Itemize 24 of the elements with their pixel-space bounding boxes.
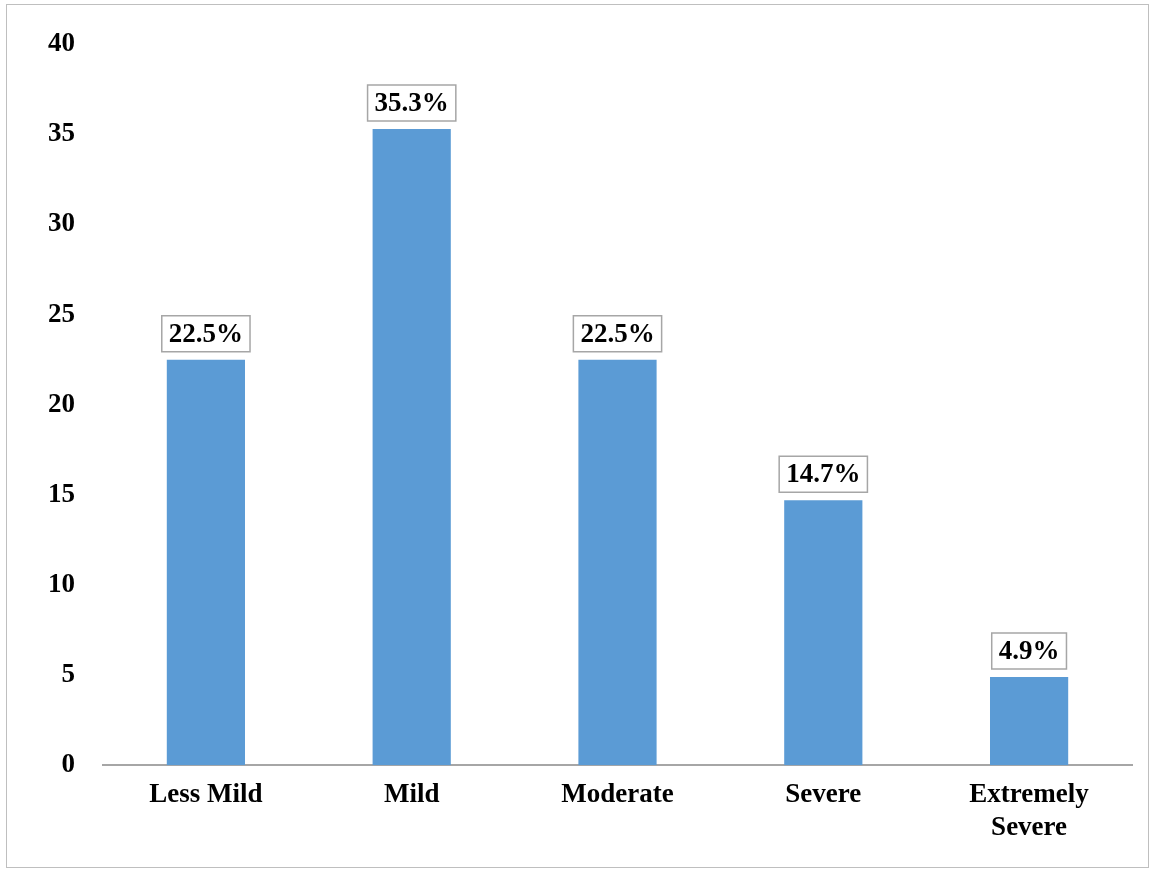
data-label: 22.5%	[580, 317, 655, 348]
data-label: 22.5%	[168, 317, 244, 348]
y-tick-label: 10	[48, 567, 75, 598]
y-tick-label: 15	[48, 477, 75, 508]
x-tick-label: Severe	[785, 778, 862, 809]
y-tick-label: 40	[48, 27, 75, 58]
bar	[578, 359, 657, 766]
bar	[990, 676, 1069, 766]
data-label: 14.7%	[786, 458, 861, 489]
bar	[166, 359, 245, 766]
y-tick-label: 30	[48, 207, 75, 238]
y-tick-label: 20	[48, 387, 75, 418]
x-tick-label: Moderate	[561, 778, 674, 809]
bar	[372, 128, 451, 766]
data-label: 4.9%	[998, 634, 1060, 665]
x-tick-label: Less Mild	[149, 778, 263, 809]
x-tick-label: Extremely Severe	[969, 778, 1090, 841]
bar	[784, 500, 863, 766]
data-label: 35.3%	[374, 86, 449, 117]
y-tick-label: 0	[61, 748, 75, 779]
x-tick-label: Mild	[383, 778, 440, 809]
y-tick-label: 35	[48, 117, 75, 148]
y-tick-label: 5	[61, 658, 75, 689]
y-tick-label: 25	[48, 297, 75, 328]
